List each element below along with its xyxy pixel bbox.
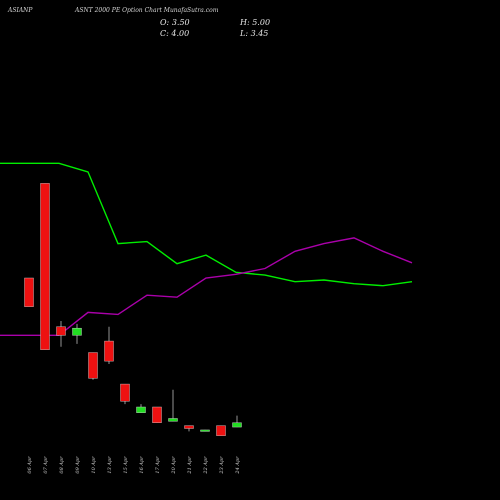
ohlc-high-value: 5.00 [252,18,271,27]
chart-subtitle: ASNT 2000 PE Option Chart MunafaSutra.co… [75,7,219,14]
x-tick-label: 20 Apr [171,456,177,475]
candle-body [136,406,146,413]
candle-body [232,422,242,428]
candle-body [120,383,130,402]
x-tick-label: 15 Apr [123,456,129,474]
x-tick-label: 24 Apr [235,456,241,475]
candle-body [88,352,98,379]
x-tick-label: 10 Apr [91,456,97,474]
candle-body [24,277,34,307]
x-tick-label: 09 Apr [75,456,81,474]
x-tick-label: 16 Apr [139,456,145,474]
candle-body [168,418,178,422]
candle-body [184,425,194,429]
candle-body [104,340,114,362]
candle-body [216,425,226,436]
ohlc-close-value: 4.00 [171,29,190,38]
x-tick-label: 08 Apr [59,456,65,474]
x-tick-label: 06 Apr [27,456,33,474]
ohlc-open-label: O: [160,18,170,27]
ohlc-open: O: 3.50 [160,18,190,27]
x-tick-label: 21 Apr [187,456,193,475]
series-line-0 [0,162,413,287]
ohlc-close: C: 4.00 [160,29,189,38]
candle-body [56,326,66,336]
ohlc-high-label: H: [240,18,250,27]
candle-body [40,183,50,350]
x-tick-label: 17 Apr [155,456,161,474]
x-tick-label: 07 Apr [43,456,49,474]
candle-body [72,327,82,336]
ohlc-open-value: 3.50 [171,18,190,27]
candle-body [152,406,162,423]
x-tick-label: 13 Apr [107,456,113,474]
candle-body [200,429,210,432]
ticker-label: ASIANP [8,7,33,14]
x-tick-label: 23 Apr [219,456,225,475]
ohlc-low-value: 3.45 [250,29,269,38]
x-tick-label: 22 Apr [203,456,209,475]
ohlc-close-label: C: [160,29,169,38]
series-line-1 [0,237,413,336]
ohlc-low: L: 3.45 [240,29,268,38]
ohlc-low-label: L: [240,29,249,38]
ohlc-high: H: 5.00 [240,18,270,27]
